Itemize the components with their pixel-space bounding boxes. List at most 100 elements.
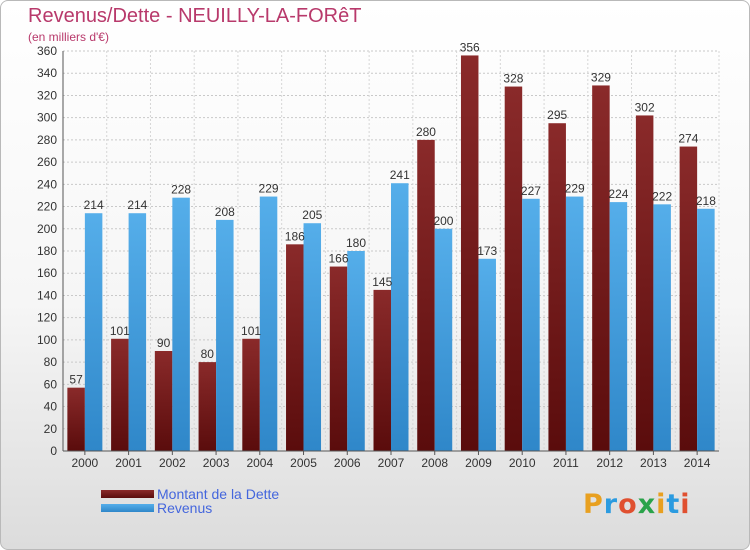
value-label-debt: 90 <box>157 336 171 350</box>
value-label-debt: 57 <box>69 373 83 387</box>
x-tick-label: 2000 <box>72 456 99 470</box>
y-tick-label: 120 <box>37 311 57 325</box>
value-label-debt: 166 <box>329 252 349 266</box>
bar-revenus <box>653 204 671 451</box>
value-label-revenus: 218 <box>696 194 716 208</box>
y-tick-label: 80 <box>44 355 58 369</box>
bar-debt <box>505 87 523 451</box>
y-tick-label: 340 <box>37 66 57 80</box>
bar-debt <box>680 147 698 451</box>
y-tick-label: 280 <box>37 133 57 147</box>
x-tick-label: 2002 <box>159 456 186 470</box>
x-tick-label: 2010 <box>509 456 536 470</box>
bar-debt <box>199 362 217 451</box>
bar-revenus <box>610 202 628 451</box>
x-tick-label: 2009 <box>465 456 492 470</box>
x-tick-label: 2011 <box>553 456 579 470</box>
chart-frame: Revenus/Dette - NEUILLY-LA-FORêT (en mil… <box>0 0 750 550</box>
bar-debt <box>374 290 392 451</box>
bar-revenus <box>85 213 103 451</box>
x-tick-label: 2006 <box>334 456 361 470</box>
x-tick-label: 2001 <box>115 456 142 470</box>
bar-revenus <box>347 251 365 451</box>
value-label-debt: 80 <box>201 347 215 361</box>
bar-revenus <box>697 209 715 451</box>
x-tick-label: 2014 <box>684 456 711 470</box>
y-tick-label: 60 <box>44 377 58 391</box>
bar-debt <box>111 339 129 451</box>
value-label-debt: 280 <box>416 125 436 139</box>
x-tick-label: 2008 <box>421 456 448 470</box>
value-label-debt: 274 <box>678 132 698 146</box>
x-tick-label: 2012 <box>596 456 623 470</box>
legend-label-revenus: Revenus <box>157 500 212 516</box>
value-label-revenus: 241 <box>390 168 410 182</box>
value-label-revenus: 200 <box>433 214 453 228</box>
y-tick-label: 140 <box>37 288 57 302</box>
value-label-revenus: 229 <box>259 182 279 196</box>
value-label-revenus: 229 <box>565 182 585 196</box>
y-tick-label: 200 <box>37 222 57 236</box>
bar-revenus <box>216 220 234 451</box>
proxiti-logo: Proxiti <box>583 489 691 520</box>
value-label-revenus: 214 <box>84 198 104 212</box>
bar-revenus <box>435 229 453 451</box>
bar-revenus <box>129 213 147 451</box>
value-label-debt: 356 <box>460 40 480 54</box>
value-label-debt: 328 <box>503 72 523 86</box>
y-tick-label: 160 <box>37 266 57 280</box>
value-label-revenus: 214 <box>127 198 147 212</box>
legend-item-revenus: Revenus <box>101 501 279 515</box>
value-label-revenus: 173 <box>477 244 497 258</box>
x-tick-label: 2013 <box>640 456 667 470</box>
bar-debt <box>67 388 85 451</box>
y-tick-label: 300 <box>37 111 57 125</box>
value-label-debt: 295 <box>547 108 567 122</box>
y-tick-label: 40 <box>44 400 58 414</box>
y-tick-label: 360 <box>37 44 57 58</box>
legend: Montant de la Dette Revenus <box>101 487 279 515</box>
bar-revenus <box>304 223 322 451</box>
bar-revenus <box>522 199 540 451</box>
bar-debt <box>330 267 348 451</box>
legend-swatch-revenus <box>101 504 154 512</box>
y-tick-label: 320 <box>37 88 57 102</box>
value-label-revenus: 205 <box>302 208 322 222</box>
bar-debt <box>636 115 654 451</box>
legend-swatch-debt <box>101 490 154 498</box>
y-tick-label: 240 <box>37 177 57 191</box>
bar-debt <box>461 55 479 451</box>
y-tick-label: 0 <box>50 444 57 458</box>
value-label-revenus: 222 <box>652 189 672 203</box>
bar-debt <box>242 339 259 451</box>
y-tick-label: 220 <box>37 200 57 214</box>
legend-item-debt: Montant de la Dette <box>101 487 279 501</box>
value-label-debt: 101 <box>110 324 130 338</box>
y-tick-label: 260 <box>37 155 57 169</box>
y-tick-label: 180 <box>37 244 57 258</box>
bar-debt <box>548 123 566 451</box>
value-label-debt: 186 <box>285 229 305 243</box>
x-tick-label: 2004 <box>246 456 273 470</box>
bar-revenus <box>260 197 278 451</box>
x-tick-label: 2007 <box>378 456 405 470</box>
value-label-revenus: 208 <box>215 205 235 219</box>
x-tick-label: 2005 <box>290 456 317 470</box>
bar-debt <box>155 351 173 451</box>
bar-revenus <box>566 197 584 451</box>
y-tick-label: 20 <box>44 422 58 436</box>
y-tick-label: 100 <box>37 333 57 347</box>
bar-revenus <box>391 183 409 451</box>
bar-debt <box>592 85 610 451</box>
value-label-revenus: 227 <box>521 184 541 198</box>
bar-debt <box>286 244 304 451</box>
value-label-debt: 302 <box>635 100 655 114</box>
bar-revenus <box>172 198 190 451</box>
value-label-revenus: 228 <box>171 183 191 197</box>
value-label-debt: 329 <box>591 70 611 84</box>
x-tick-label: 2003 <box>203 456 230 470</box>
bar-debt <box>417 140 435 451</box>
bar-chart: 5721410121490228802081012291862051661801… <box>1 1 750 550</box>
value-label-revenus: 180 <box>346 236 366 250</box>
bar-revenus <box>478 259 496 451</box>
